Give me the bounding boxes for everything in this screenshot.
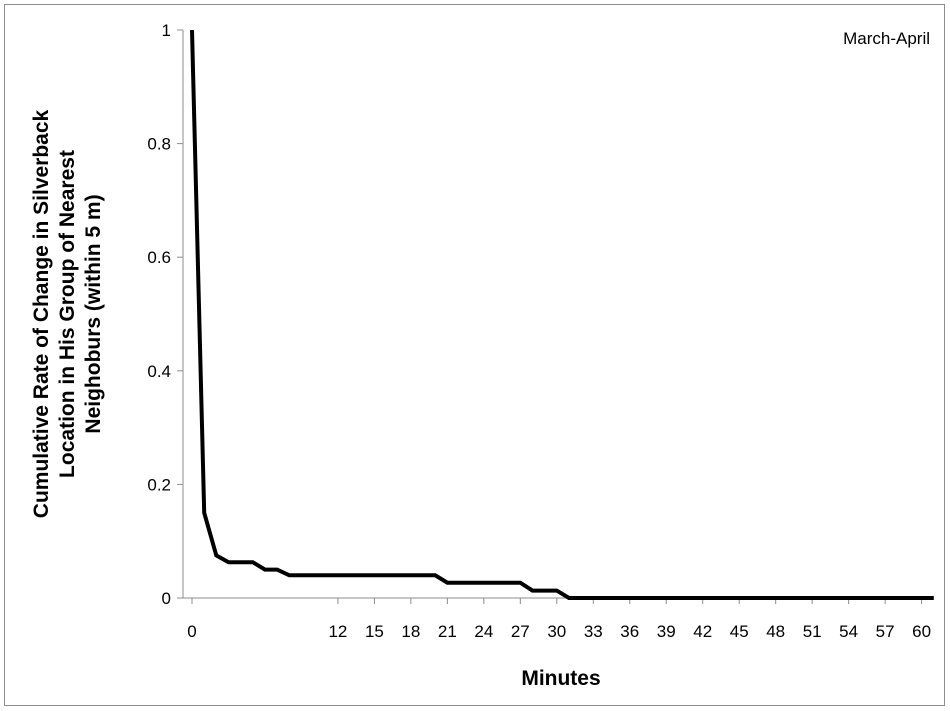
axes — [182, 30, 932, 599]
y-axis-title-line-2: Location in His Group of Nearest — [56, 150, 79, 478]
x-axis-ticks: 0 12 15 18 21 24 27 30 33 36 39 42 45 48 51 54 57 60 — [187, 598, 931, 641]
x-axis-title: Minutes — [521, 667, 600, 690]
x-tick-label: 60 — [912, 622, 931, 641]
y-tick-label: 0.2 — [147, 475, 171, 494]
y-axis-title: Cumulative Rate of Change in Silverback … — [30, 109, 105, 518]
x-tick-label: 18 — [401, 622, 420, 641]
y-tick-label: 0.8 — [147, 135, 171, 154]
x-tick-label: 30 — [547, 622, 566, 641]
y-tick-label: 0 — [162, 589, 171, 608]
x-tick-label: 51 — [803, 622, 822, 641]
y-tick-label: 0.4 — [147, 362, 171, 381]
x-tick-label: 54 — [839, 622, 858, 641]
x-tick-label: 42 — [693, 622, 712, 641]
y-axis-title-line-3: Neighoburs (within 5 m) — [82, 194, 105, 433]
x-tick-label: 45 — [730, 622, 749, 641]
x-tick-label: 27 — [511, 622, 530, 641]
chart-frame — [4, 4, 945, 706]
y-tick-label: 1 — [162, 21, 171, 40]
chart-annotation: March-April — [843, 29, 930, 48]
x-tick-label: 0 — [187, 622, 196, 641]
y-axis-title-line-1: Cumulative Rate of Change in Silverback — [30, 109, 53, 518]
x-tick-label: 15 — [365, 622, 384, 641]
x-tick-label: 33 — [584, 622, 603, 641]
x-tick-label: 36 — [620, 622, 639, 641]
y-tick-label: 0.6 — [147, 248, 171, 267]
y-axis-ticks: 0 0.2 0.4 0.6 0.8 1 — [147, 21, 183, 608]
x-tick-label: 24 — [474, 622, 493, 641]
x-tick-label: 57 — [876, 622, 895, 641]
x-tick-label: 48 — [766, 622, 785, 641]
series-group — [190, 29, 934, 600]
series-line — [190, 29, 934, 600]
x-tick-label: 12 — [328, 622, 347, 641]
x-tick-label: 21 — [438, 622, 457, 641]
x-tick-label: 39 — [657, 622, 676, 641]
